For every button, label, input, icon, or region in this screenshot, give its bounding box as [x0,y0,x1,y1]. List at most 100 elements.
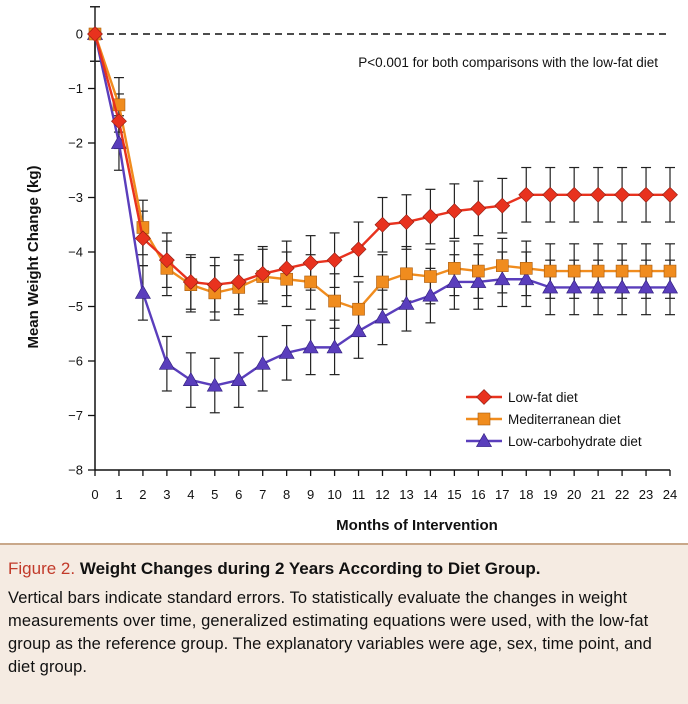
data-point [590,186,607,203]
x-axis-title: Months of Intervention [336,517,498,534]
data-point [446,273,463,288]
caption-figure-label: Figure 2. [8,559,76,578]
x-tick-label: 1 [115,487,122,502]
x-tick-label: 20 [567,487,581,502]
x-tick-label: 5 [211,487,218,502]
figure-caption: Figure 2. Weight Changes during 2 Years … [0,543,688,704]
x-tick-label: 21 [591,487,605,502]
significance-annotation: P<0.001 for both comparisons with the lo… [358,55,658,70]
x-tick-label: 15 [447,487,461,502]
data-point [182,371,199,387]
data-point [424,270,437,283]
legend: Low-fat diet Mediterranean diet Low-carboh… [466,389,642,449]
data-point [206,377,223,392]
data-point [87,26,103,42]
legend-marker [477,412,491,426]
data-point [254,265,271,282]
x-tick-label: 3 [163,487,170,502]
data-point [614,186,631,203]
data-point [495,259,509,272]
y-tick-label: −3 [68,190,83,205]
data-point [470,273,487,288]
data-point [494,197,511,214]
series-triangle [86,25,679,392]
data-point [543,264,557,278]
data-point [422,208,439,225]
data-point [158,355,175,370]
y-axis-title: Mean Weight Change (kg) [25,165,42,348]
axes: 0−1−2−3−4−5−6−7−80 1 2 3 4 5 6 7 8 9 10 11 12 13 14 15 1… [68,27,677,503]
data-point [591,264,605,278]
data-point [230,274,247,290]
x-tick-label: 10 [327,487,341,502]
data-point [615,264,629,278]
data-point [542,279,559,294]
data-point [567,264,581,278]
legend-label: Mediterranean diet [508,412,621,427]
caption-body: Vertical bars indicate standard errors. … [8,589,652,676]
data-point [518,271,535,286]
data-point [519,262,533,275]
data-point [278,344,295,359]
data-point [448,262,461,275]
x-tick-label: 18 [519,487,533,502]
y-tick-label: 0 [76,27,83,42]
x-tick-label: 22 [615,487,629,502]
y-tick-label: −7 [68,408,83,423]
data-point [400,267,413,281]
y-tick-label: −8 [68,463,83,478]
data-point [638,186,654,203]
x-tick-label: 17 [495,487,509,502]
x-tick-label: 7 [259,487,266,502]
x-tick-label: 16 [471,487,485,502]
legend-marker [475,432,493,447]
data-point [661,279,679,294]
y-tick-label: −2 [68,136,83,151]
x-tick-label: 8 [283,487,290,502]
data-point [472,264,485,278]
x-tick-label: 13 [399,487,413,502]
y-tick-label: −4 [68,245,83,260]
x-tick-label: 6 [235,487,242,502]
data-point [111,113,127,130]
x-tick-label: 2 [139,487,146,502]
data-point [422,287,439,302]
legend-item: Low-fat diet [466,389,578,405]
data-point [278,260,295,277]
data-point [254,355,271,370]
x-tick-label: 12 [375,487,389,502]
weight-change-chart: 0−1−2−3−4−5−6−7−80 1 2 3 4 5 6 7 8 9 10 11 12 13 14 15 1… [25,6,679,534]
data-point [206,276,223,293]
data-point [614,279,631,294]
series-diamond [87,26,678,293]
data-point [590,279,607,294]
data-point [302,339,319,354]
data-point [566,279,583,294]
x-tick-label: 4 [187,487,194,502]
x-tick-label: 0 [91,487,98,502]
data-point [662,186,678,203]
data-point [326,339,343,354]
data-point [398,295,415,310]
data-point [374,216,391,233]
data-point [446,203,463,220]
caption-heading: Figure 2. Weight Changes during 2 Years … [8,559,680,579]
x-tick-label: 24 [663,487,677,502]
data-point [542,186,559,203]
legend-item: Mediterranean diet [466,412,621,427]
data-point [638,279,655,294]
data-point [470,200,487,217]
x-tick-label: 19 [543,487,557,502]
series-layer [86,6,679,414]
y-tick-label: −1 [68,81,83,96]
data-point [134,284,151,299]
x-tick-label: 23 [639,487,653,502]
data-point [663,264,677,278]
data-point [350,322,367,337]
data-point [326,252,343,269]
legend-label: Low-carbohydrate diet [508,434,642,449]
x-tick-label: 11 [352,487,366,502]
data-point [398,214,415,230]
data-point [328,294,341,308]
y-tick-label: −6 [68,354,83,369]
